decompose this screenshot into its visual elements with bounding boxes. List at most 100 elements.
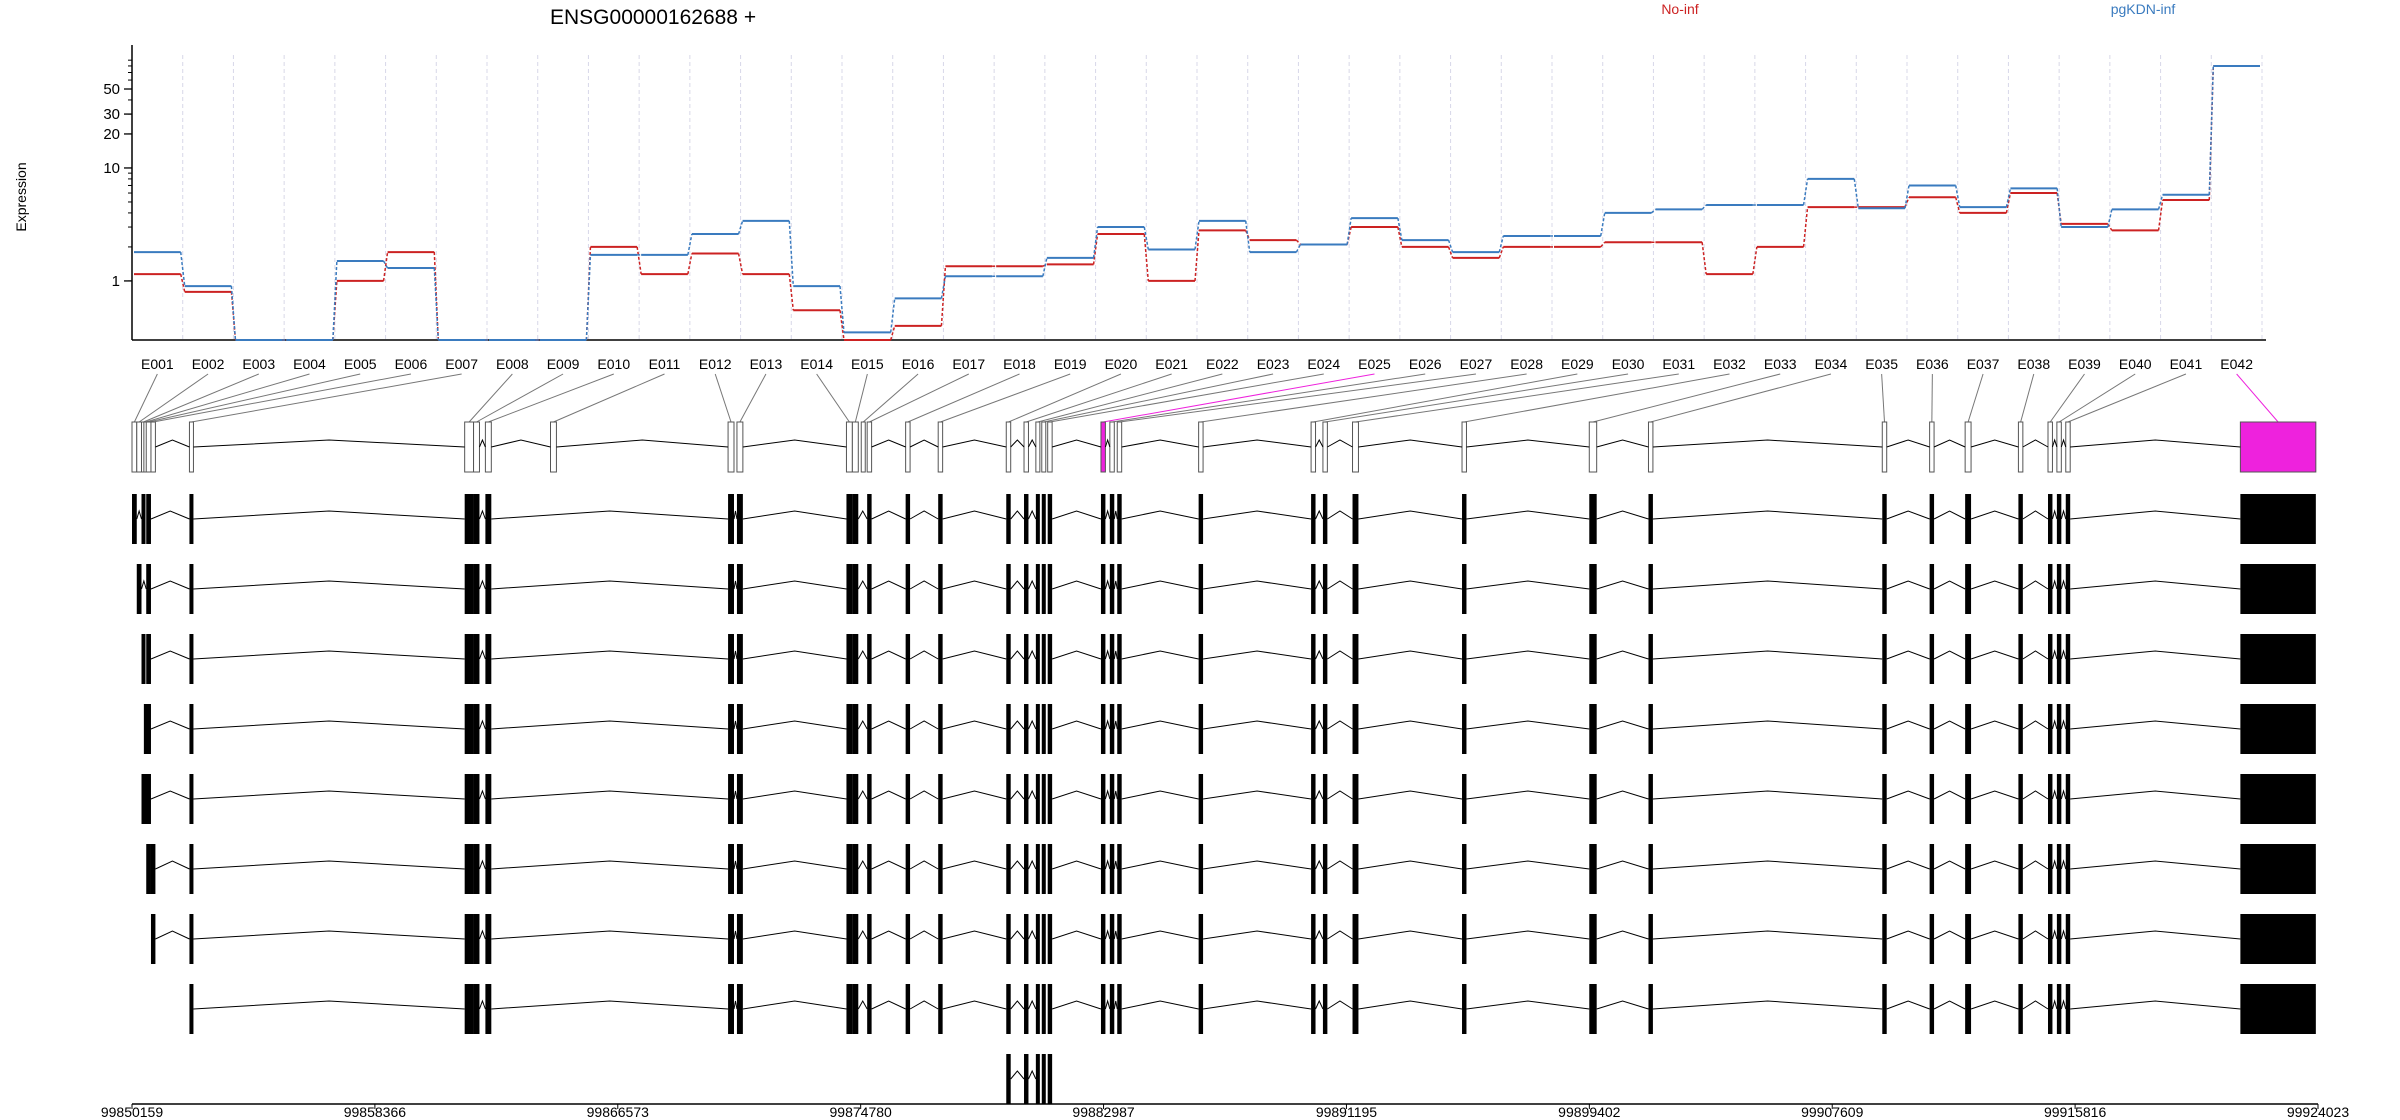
- bin-label-E027: E027: [1460, 356, 1493, 372]
- intron: [1315, 859, 1324, 870]
- bin-intron: [1315, 438, 1324, 448]
- exon-E021: [1024, 494, 1029, 544]
- exon-E018: [905, 634, 911, 684]
- intron: [857, 649, 868, 660]
- intron: [1466, 860, 1590, 870]
- exon-E008: [464, 844, 474, 894]
- bin-E034: [1647, 421, 1654, 473]
- intron: [1886, 790, 1930, 800]
- exon-E041: [2065, 634, 2071, 684]
- intron: [1970, 580, 2019, 590]
- intron: [2060, 789, 2067, 800]
- exon-E006: [150, 914, 156, 964]
- intron: [2022, 860, 2049, 870]
- exon-E029: [1311, 634, 1316, 684]
- intron: [942, 1000, 1007, 1010]
- exon-E026: [1109, 914, 1115, 964]
- series-connector: [1954, 197, 1961, 214]
- exon-E012: [728, 844, 734, 894]
- exon-E015: [852, 634, 859, 684]
- intron: [909, 650, 939, 660]
- bin-label-E013: E013: [750, 356, 783, 372]
- exon-E030: [1322, 564, 1328, 614]
- bin-E037: [1964, 421, 1972, 473]
- series-connector: [1244, 220, 1251, 253]
- exon-E030: [1322, 704, 1328, 754]
- intron: [193, 790, 465, 800]
- exon-E009: [473, 634, 480, 684]
- intron: [1051, 720, 1102, 730]
- intron: [1596, 1000, 1649, 1010]
- series-connector: [839, 286, 845, 333]
- intron: [1933, 720, 1966, 730]
- intron: [1121, 860, 1199, 870]
- exon-E035: [1882, 564, 1887, 614]
- intron: [479, 719, 486, 730]
- intron: [1652, 650, 1883, 660]
- exon-E031: [1352, 634, 1359, 684]
- intron: [479, 509, 486, 520]
- exon-E026: [1109, 634, 1115, 684]
- bin-E027: [1116, 421, 1123, 473]
- exon-E033: [1589, 774, 1597, 824]
- intron: [1113, 510, 1118, 520]
- bin-E015: [851, 421, 859, 473]
- series-connector: [1447, 239, 1454, 253]
- intron: [2051, 649, 2058, 660]
- exon-E039: [2048, 704, 2053, 754]
- bin-E002: [136, 421, 142, 473]
- intron: [1358, 930, 1463, 940]
- exon-E008: [464, 774, 474, 824]
- intron: [2022, 720, 2049, 730]
- exon-E031: [1352, 564, 1359, 614]
- connector-E001: [133, 373, 158, 423]
- exon-E036: [1929, 634, 1935, 684]
- bin-label-E035: E035: [1865, 356, 1898, 372]
- exon-E037: [1965, 774, 1972, 824]
- exon-E038: [2018, 984, 2023, 1034]
- connector-E021: [1026, 373, 1172, 423]
- exon-E040: [2056, 634, 2062, 684]
- exon-E019: [938, 634, 943, 684]
- exon-E013: [736, 494, 743, 544]
- exon-E007: [189, 494, 194, 544]
- exon-E024: [1047, 1054, 1053, 1104]
- exon-E025: [1100, 984, 1106, 1034]
- intron: [1358, 860, 1463, 870]
- exon-E033: [1589, 914, 1597, 964]
- bin-label-E042: E042: [2220, 356, 2253, 372]
- exon-E005: [146, 774, 151, 824]
- exon-E009: [473, 704, 480, 754]
- intron: [1121, 930, 1199, 940]
- exon-E023: [1041, 914, 1046, 964]
- exon-E004: [143, 704, 148, 754]
- exon-E019: [938, 984, 943, 1034]
- bin-label-E039: E039: [2068, 356, 2101, 372]
- exon-E038: [2018, 914, 2023, 964]
- exon-E030: [1322, 844, 1328, 894]
- exon-E027: [1117, 704, 1122, 754]
- bin-E042: [2239, 421, 2317, 473]
- exon-E022: [1035, 984, 1040, 1034]
- intron: [2051, 929, 2058, 940]
- series-connector: [2005, 188, 2012, 208]
- intron: [1327, 580, 1353, 590]
- exon-E035: [1882, 984, 1887, 1034]
- series-connector: [2157, 194, 2164, 210]
- intron: [871, 1000, 906, 1010]
- intron: [942, 580, 1007, 590]
- connector-E026: [1111, 373, 1426, 423]
- intron: [2070, 720, 2241, 730]
- y-tick-label: 30: [103, 106, 120, 123]
- exon-E008: [464, 634, 474, 684]
- intron: [1121, 650, 1199, 660]
- intron: [141, 579, 147, 590]
- exon-E021: [1024, 634, 1029, 684]
- intron: [2070, 650, 2241, 660]
- exon-E015: [852, 844, 859, 894]
- transcript-5: [141, 774, 2316, 824]
- exon-E013: [736, 704, 743, 754]
- series-connector: [1904, 185, 1910, 209]
- exon-E019: [938, 704, 943, 754]
- exon-E024: [1047, 704, 1053, 754]
